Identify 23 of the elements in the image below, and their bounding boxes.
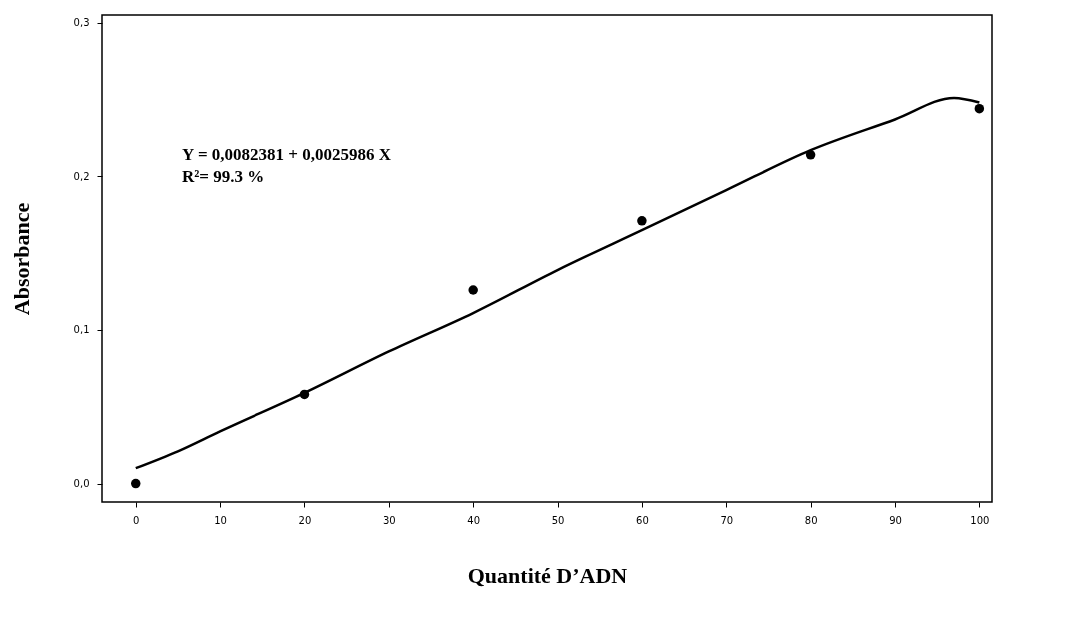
annotation: Y = 0,0082381 + 0,0025986 X (182, 145, 392, 164)
annotation: R²= 99.3 % (182, 167, 265, 186)
x-tick-label: 100 (970, 514, 990, 526)
point (974, 103, 985, 114)
point (468, 285, 478, 295)
x-tick-label: 50 (551, 514, 565, 526)
x-tick-label: 30 (382, 514, 396, 526)
y-tick-label: 0,3 (73, 17, 90, 29)
x-tick-label: 20 (298, 514, 312, 526)
x-tick-label: 0 (133, 514, 140, 526)
x-tick-label: 40 (467, 514, 481, 526)
x-tick-label: 60 (636, 514, 649, 526)
x-tick-label: 90 (889, 514, 902, 526)
x-tick-label: 70 (720, 514, 734, 526)
y-tick-label: 0,1 (73, 324, 90, 336)
x-tick-label: 80 (804, 514, 818, 526)
x-tick-label: 10 (214, 514, 227, 526)
point (131, 478, 141, 489)
point (637, 216, 647, 226)
y-tick-label: 0,2 (73, 170, 90, 182)
x-axis-title: Quantité D’ADN (467, 562, 628, 588)
y-axis-title: Absorbance (8, 202, 34, 316)
y-tick-label: 0,0 (73, 478, 90, 490)
